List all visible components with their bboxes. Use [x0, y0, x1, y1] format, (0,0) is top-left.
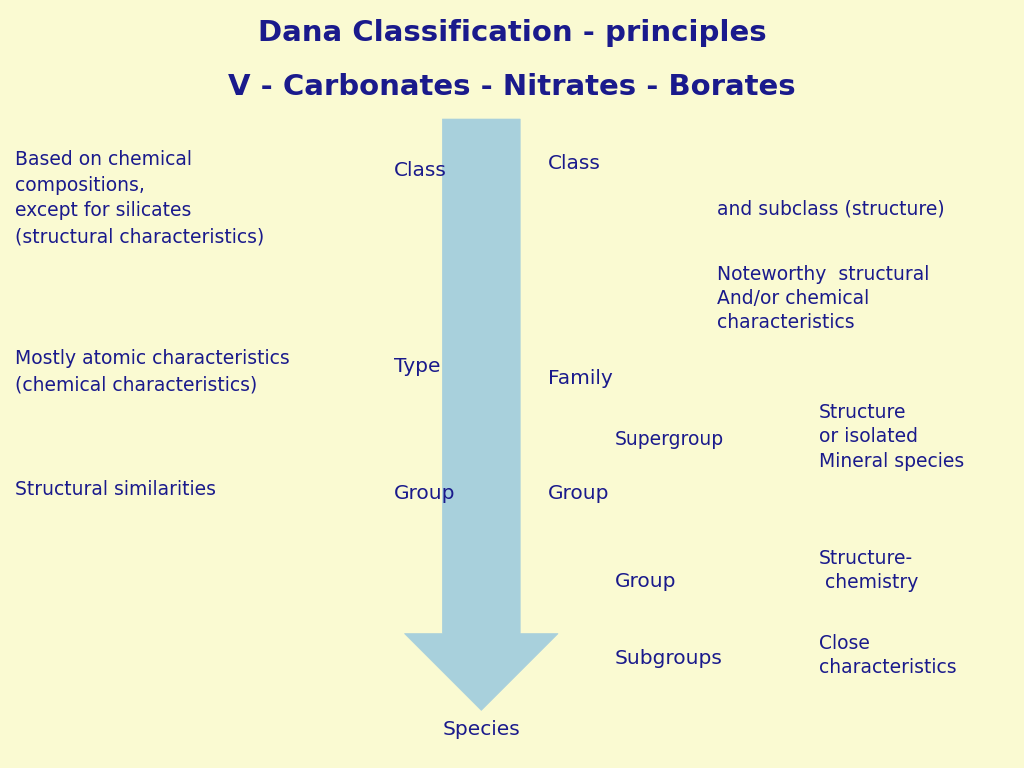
Text: Structural similarities: Structural similarities	[15, 480, 216, 499]
Text: Structure
or isolated
Mineral species: Structure or isolated Mineral species	[819, 403, 965, 471]
Text: Family: Family	[548, 369, 612, 388]
Text: Subgroups: Subgroups	[614, 649, 722, 668]
Text: Species: Species	[442, 720, 520, 740]
Text: Supergroup: Supergroup	[614, 430, 724, 449]
Polygon shape	[404, 119, 558, 710]
Text: Noteworthy  structural
And/or chemical
characteristics: Noteworthy structural And/or chemical ch…	[717, 265, 929, 333]
Text: Dana Classification - principles: Dana Classification - principles	[258, 19, 766, 47]
Text: Structure-
 chemistry: Structure- chemistry	[819, 549, 919, 592]
Text: Group: Group	[548, 484, 609, 503]
Text: Type: Type	[394, 357, 440, 376]
Text: V - Carbonates - Nitrates - Borates: V - Carbonates - Nitrates - Borates	[228, 73, 796, 101]
Text: Group: Group	[394, 484, 456, 503]
Text: Mostly atomic characteristics
(chemical characteristics): Mostly atomic characteristics (chemical …	[15, 349, 290, 394]
Text: Class: Class	[548, 154, 601, 173]
Text: and subclass (structure): and subclass (structure)	[717, 200, 944, 219]
Text: Class: Class	[394, 161, 447, 180]
Text: Close
characteristics: Close characteristics	[819, 634, 956, 677]
Text: Based on chemical
compositions,
except for silicates
(structural characteristics: Based on chemical compositions, except f…	[15, 150, 264, 246]
Text: Group: Group	[614, 572, 676, 591]
